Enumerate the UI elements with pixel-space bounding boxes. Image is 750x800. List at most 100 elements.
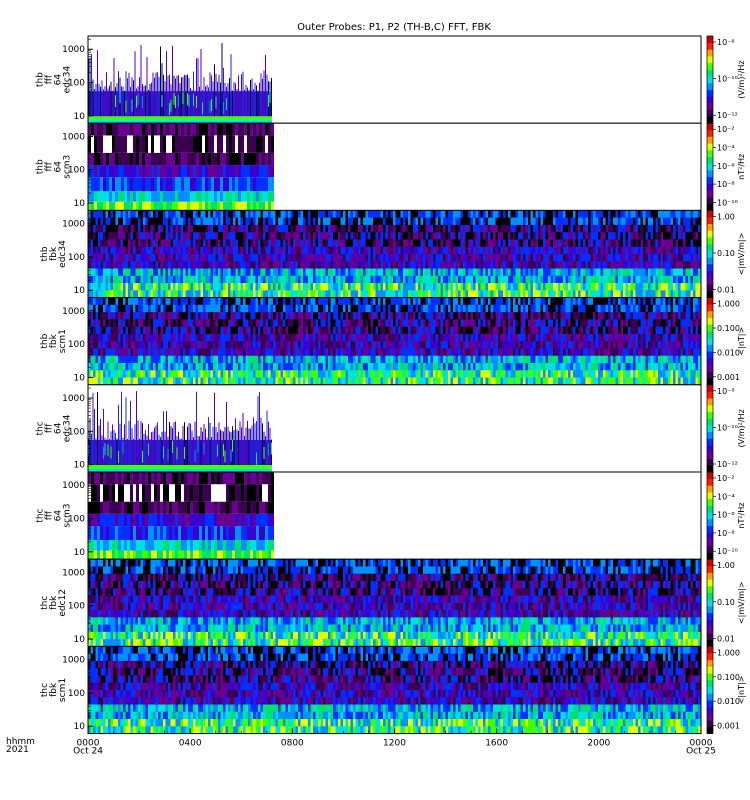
spectral-cell <box>115 201 118 211</box>
spectral-cell <box>160 191 163 202</box>
fbk-cell <box>175 326 179 335</box>
fbk-cell <box>565 319 569 327</box>
fbk-cell <box>438 304 441 313</box>
fbk-cell <box>678 261 681 269</box>
fbk-cell <box>195 326 199 335</box>
fbk-cell <box>598 246 601 255</box>
fbk-cell <box>645 312 649 320</box>
fbk-cell <box>400 275 404 284</box>
fbk-cell <box>543 326 546 335</box>
fbk-cell <box>420 275 424 284</box>
spectral-cell <box>118 123 121 136</box>
spectral-cell <box>184 201 187 211</box>
fbk-cell <box>270 283 274 291</box>
fbk-cell <box>685 239 689 248</box>
fbk-cell <box>398 224 401 233</box>
fbk-cell <box>633 239 636 248</box>
fbk-cell <box>163 312 166 320</box>
fbk-cell <box>290 312 294 320</box>
fbk-cell <box>158 254 161 262</box>
fbk-cell <box>273 297 276 306</box>
fbk-cell <box>383 290 386 298</box>
fbk-cell <box>498 224 501 233</box>
fbk-cell <box>415 210 419 218</box>
fbk-cell <box>228 326 231 335</box>
fbk-cell <box>228 304 231 313</box>
fbk-cell <box>570 224 574 233</box>
fbk-cell <box>205 261 209 269</box>
fbk-cell <box>378 304 381 313</box>
fbk-cell <box>428 326 431 335</box>
spectral-cell <box>265 152 268 166</box>
fbk-cell <box>468 217 471 226</box>
fbk-cell <box>408 232 411 240</box>
spectral-cell <box>256 191 259 202</box>
fbk-cell <box>220 319 224 327</box>
fbk-cell <box>95 275 99 284</box>
fbk-cell <box>598 217 601 226</box>
fbk-cell <box>170 254 174 262</box>
fbk-cell <box>315 304 319 313</box>
fbk-cell <box>330 224 334 233</box>
fbk-cell <box>130 246 134 255</box>
fbk-cell <box>440 319 444 327</box>
fbk-cell <box>125 239 129 248</box>
spectral-cell <box>265 191 268 202</box>
fbk-cell <box>588 246 591 255</box>
fbk-cell <box>310 297 314 306</box>
fbk-cell <box>515 326 519 335</box>
fbk-cell <box>308 246 311 255</box>
fbk-cell <box>243 246 246 255</box>
fbk-cell <box>295 283 299 291</box>
spectral-cell <box>196 191 199 202</box>
fbk-cell <box>93 304 96 313</box>
fbk-cell <box>370 275 374 284</box>
fbk-cell <box>645 283 649 291</box>
fbk-cell <box>620 232 624 240</box>
fbk-cell <box>495 232 499 240</box>
fbk-cell <box>298 326 301 335</box>
fbk-cell <box>613 304 616 313</box>
spectral-spike <box>140 44 142 117</box>
fbk-cell <box>130 333 134 342</box>
fbk-cell <box>428 297 431 306</box>
fbk-cell <box>170 304 174 313</box>
spectral-cell <box>109 191 112 202</box>
fbk-cell <box>95 210 99 218</box>
fbk-cell <box>403 283 406 291</box>
fbk-cell <box>505 304 509 313</box>
spectral-cell <box>250 201 253 211</box>
fbk-cell <box>590 217 594 226</box>
y-tick-label: 10 <box>74 199 86 209</box>
fbk-cell <box>590 283 594 291</box>
fbk-cell <box>210 246 214 255</box>
fbk-cell <box>225 239 229 248</box>
fbk-cell <box>470 275 474 284</box>
fbk-cell <box>285 232 289 240</box>
fbk-cell <box>528 283 531 291</box>
fbk-cell <box>320 283 324 291</box>
fbk-cell <box>105 304 109 313</box>
fbk-cell <box>635 268 639 277</box>
fbk-cell <box>293 268 296 277</box>
fbk-cell <box>545 210 549 218</box>
fbk-cell <box>210 275 214 284</box>
fbk-cell <box>570 210 574 218</box>
fbk-cell <box>428 232 431 240</box>
fbk-cell <box>613 239 616 248</box>
fbk-cell <box>433 232 436 240</box>
fbk-cell <box>565 261 569 269</box>
spectral-spike <box>133 80 134 117</box>
fbk-cell <box>140 268 144 277</box>
panels-group: 101001000thbfff64edc3410⁻⁸10⁻¹⁰10⁻¹²(V/m… <box>36 35 746 735</box>
fbk-cell <box>165 224 169 233</box>
fbk-cell <box>145 246 149 255</box>
fbk-cell <box>495 297 499 306</box>
fbk-cell <box>563 304 566 313</box>
fbk-cell <box>193 268 196 277</box>
fbk-cell <box>555 210 559 218</box>
fbk-cell <box>465 283 469 291</box>
fbk-cell <box>265 312 269 320</box>
fbk-cell <box>333 290 336 298</box>
fbk-cell <box>175 304 179 313</box>
